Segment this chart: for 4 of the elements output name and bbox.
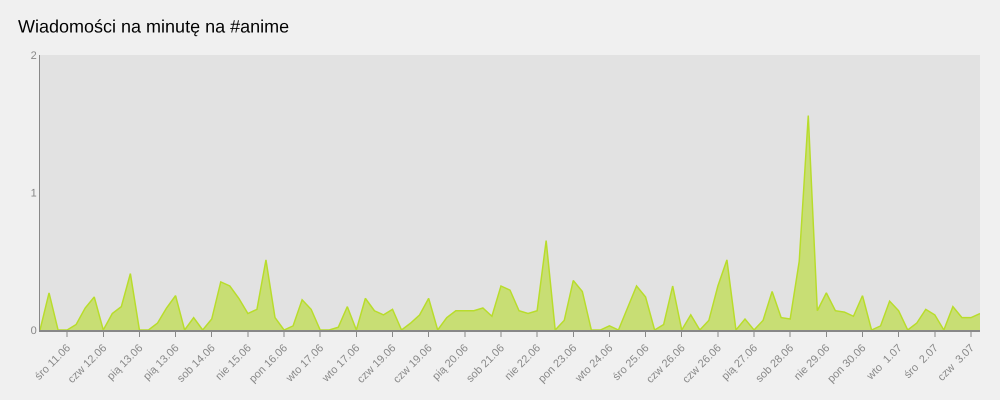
y-tick-label: 2: [30, 50, 37, 62]
y-tick-label: 1: [30, 187, 37, 200]
chart-title: Wiadomości na minutę na #anime: [18, 16, 290, 37]
y-tick-label: 0: [30, 324, 37, 337]
